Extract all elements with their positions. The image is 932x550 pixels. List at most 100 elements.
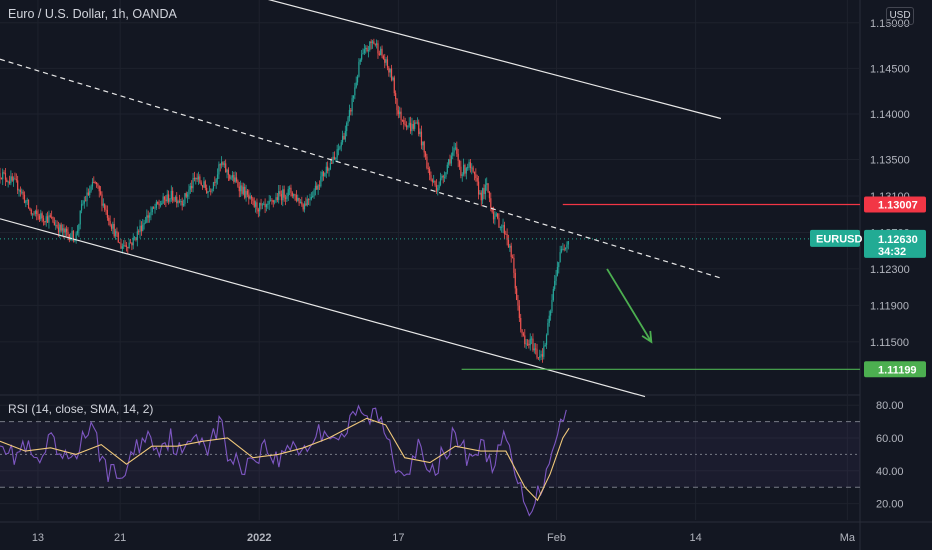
down-arrow-head[interactable] [641, 330, 653, 344]
candle-body [132, 237, 134, 246]
candle-body [424, 152, 427, 157]
candle-body [293, 194, 295, 197]
symbol-title: Euro / U.S. Dollar, 1h, OANDA [8, 7, 177, 21]
candle-body [235, 177, 238, 182]
candle-body [418, 122, 420, 135]
candle-body [375, 43, 378, 45]
candle-body [22, 191, 24, 195]
candle-body [72, 230, 75, 241]
candle-body [488, 192, 491, 199]
candle-body [288, 187, 291, 190]
candle-body [427, 168, 429, 169]
candle-body [482, 188, 484, 201]
candle-body [295, 194, 297, 201]
symbol-tag-label: EURUSD [816, 233, 863, 245]
candle-body [495, 213, 497, 217]
candle-body [460, 166, 462, 176]
candle-body [272, 200, 274, 203]
candle-body [146, 215, 148, 223]
candle-body [439, 178, 442, 185]
candle-body [405, 124, 408, 128]
channel-midline[interactable] [0, 58, 722, 279]
candle-body [166, 194, 168, 202]
candle-body [108, 217, 110, 222]
candle-body [333, 156, 336, 160]
candle-body [533, 348, 535, 351]
down-arrow-shaft[interactable] [606, 268, 653, 343]
rsi-axis-tick: 40.00 [876, 466, 904, 478]
candle-body [105, 209, 107, 211]
candle-body [298, 197, 300, 204]
candle-body [48, 215, 50, 223]
candle-body [397, 110, 399, 115]
candle-body [148, 215, 151, 218]
candle-body [257, 209, 259, 212]
time-axis-tick: 17 [392, 532, 404, 544]
candle-body [240, 185, 242, 192]
channel-line[interactable] [253, 0, 722, 120]
candle-body [242, 186, 244, 194]
candle-body [253, 200, 255, 207]
candle-body [473, 171, 476, 175]
candle-body [32, 213, 34, 215]
candle-body [185, 193, 187, 197]
candle-body [390, 68, 393, 80]
candle-body [332, 156, 334, 164]
drawings[interactable] [0, 0, 860, 398]
candle-body [40, 213, 42, 220]
candle-body [170, 190, 172, 199]
candle-body [539, 355, 541, 358]
candle-body [17, 180, 19, 191]
candle-body [302, 204, 304, 210]
candle-body [355, 82, 357, 88]
candle-body [53, 222, 55, 226]
candle-body [567, 240, 569, 245]
candle-body [219, 164, 221, 166]
candle-body [10, 176, 12, 184]
candle-body [237, 181, 239, 187]
candle-body [76, 230, 79, 234]
candle-body [21, 191, 23, 193]
candle-body [314, 185, 317, 191]
candle-body [91, 182, 94, 187]
channel-line[interactable] [0, 218, 646, 398]
candle-body [60, 224, 62, 231]
price-axis-tick: 1.11500 [870, 337, 909, 349]
candle-body [230, 177, 232, 179]
axes: 1.150001.145001.140001.135001.131001.127… [32, 18, 926, 544]
candle-body [169, 198, 171, 202]
candle-body [142, 224, 144, 232]
candle-body [429, 168, 431, 176]
candle-body [189, 185, 191, 190]
candle-body [70, 237, 72, 241]
candle-body [196, 177, 198, 180]
candle-body [212, 182, 215, 189]
candle-body [27, 199, 30, 209]
candle-body [123, 245, 125, 247]
candle-body [412, 124, 414, 129]
currency-button[interactable]: USD [886, 7, 914, 25]
candle-body [282, 189, 284, 201]
price-axis-tick: 1.12300 [870, 264, 910, 276]
candle-body [119, 242, 121, 244]
candle-body [374, 43, 376, 45]
candle-body [294, 194, 296, 195]
candle-body [461, 174, 463, 176]
candle-body [540, 354, 542, 356]
candle-body [231, 175, 234, 178]
candle-body [420, 131, 423, 146]
candle-body [90, 186, 92, 192]
candle-body [291, 192, 293, 197]
candle-body [211, 188, 213, 192]
candle-body [246, 190, 249, 195]
candle-body [458, 160, 461, 167]
candle-body [227, 169, 230, 175]
candle-body [269, 200, 272, 202]
candle-body [254, 202, 257, 207]
candle-body [559, 252, 561, 263]
candle-body [275, 197, 277, 202]
candle-body [324, 172, 326, 176]
candle-body [386, 59, 389, 68]
candle-body [128, 242, 130, 249]
